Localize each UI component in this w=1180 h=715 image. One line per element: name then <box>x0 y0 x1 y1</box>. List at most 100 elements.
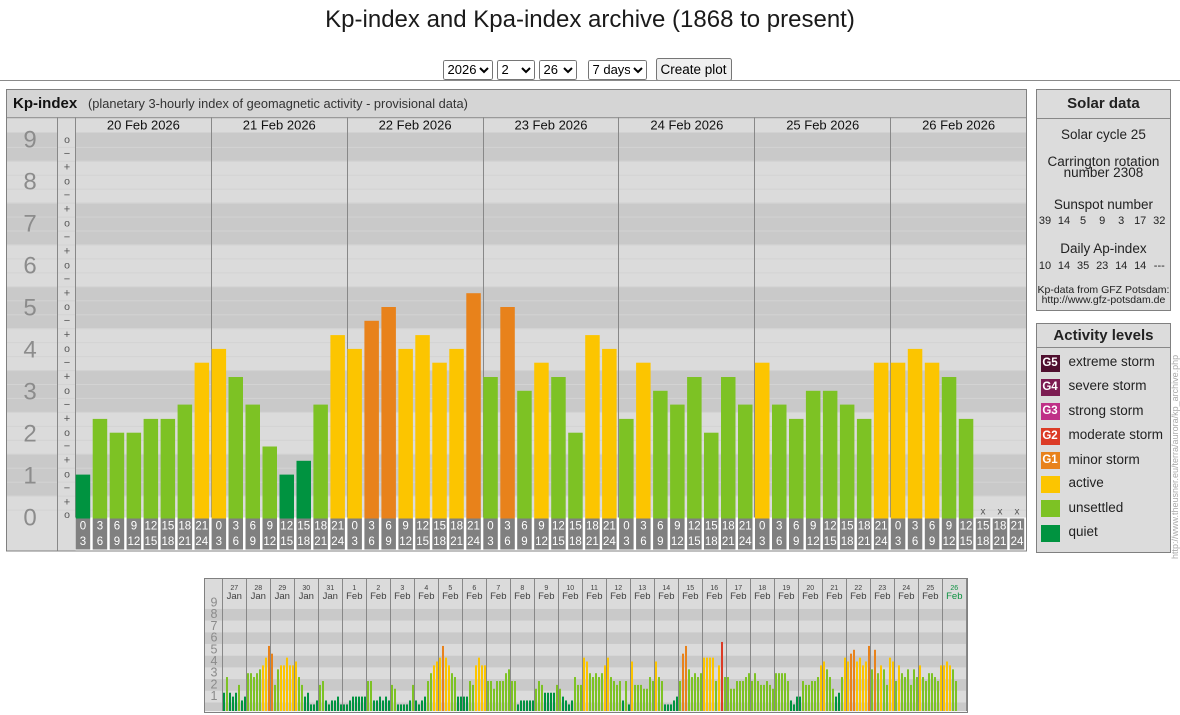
svg-text:x: x <box>981 507 986 518</box>
svg-text:25: 25 <box>926 585 934 592</box>
svg-text:Jan: Jan <box>275 591 290 602</box>
svg-text:15: 15 <box>297 521 310 533</box>
svg-text:24: 24 <box>739 536 752 548</box>
svg-text:15: 15 <box>433 521 446 533</box>
svg-text:21: 21 <box>1011 521 1024 533</box>
svg-text:5: 5 <box>23 295 36 322</box>
svg-text:20: 20 <box>806 585 814 592</box>
svg-text:28: 28 <box>254 585 262 592</box>
svg-text:Feb: Feb <box>586 591 602 602</box>
svg-text:18: 18 <box>314 521 327 533</box>
svg-text:9: 9 <box>131 521 137 533</box>
svg-text:3: 3 <box>23 379 36 406</box>
svg-text:12: 12 <box>399 536 412 548</box>
svg-text:−: − <box>64 357 70 369</box>
svg-text:13: 13 <box>638 585 646 592</box>
svg-text:24: 24 <box>331 536 344 548</box>
svg-text:6: 6 <box>368 536 374 548</box>
svg-text:Feb: Feb <box>514 591 530 602</box>
svg-text:1: 1 <box>352 585 356 592</box>
svg-text:6: 6 <box>233 536 239 548</box>
svg-text:23: 23 <box>878 585 886 592</box>
svg-text:Jan: Jan <box>323 591 338 602</box>
svg-text:3: 3 <box>504 521 510 533</box>
svg-text:0: 0 <box>895 521 901 533</box>
svg-text:7: 7 <box>496 585 500 592</box>
svg-text:15: 15 <box>705 521 718 533</box>
svg-text:Feb: Feb <box>370 591 386 602</box>
svg-text:+: + <box>64 455 70 467</box>
svg-text:Feb: Feb <box>850 591 866 602</box>
svg-text:(planetary 3-hourly index of g: (planetary 3-hourly index of geomagnetic… <box>88 96 468 111</box>
svg-text:o: o <box>64 509 70 521</box>
svg-text:9: 9 <box>402 521 408 533</box>
svg-text:o: o <box>64 385 70 397</box>
svg-text:9: 9 <box>521 536 527 548</box>
svg-text:12: 12 <box>128 536 141 548</box>
svg-text:Jan: Jan <box>299 591 314 602</box>
svg-text:+: + <box>64 287 70 299</box>
svg-text:x: x <box>1015 507 1020 518</box>
svg-text:21: 21 <box>331 521 344 533</box>
svg-text:12: 12 <box>535 536 548 548</box>
svg-text:Kp-index: Kp-index <box>13 95 78 112</box>
svg-text:x: x <box>998 507 1003 518</box>
svg-text:7: 7 <box>211 619 218 633</box>
svg-text:Feb: Feb <box>946 591 962 602</box>
svg-text:15: 15 <box>552 536 565 548</box>
svg-text:0: 0 <box>759 521 765 533</box>
svg-text:9: 9 <box>657 536 663 548</box>
svg-text:Feb: Feb <box>874 591 890 602</box>
svg-text:2: 2 <box>376 585 380 592</box>
svg-text:6: 6 <box>211 631 218 645</box>
svg-text:+: + <box>64 245 70 257</box>
svg-text:12: 12 <box>943 536 956 548</box>
svg-text:8: 8 <box>23 169 36 196</box>
svg-text:2: 2 <box>211 677 218 691</box>
svg-text:6: 6 <box>385 521 391 533</box>
svg-text:9: 9 <box>793 536 799 548</box>
svg-text:18: 18 <box>705 536 718 548</box>
svg-text:9: 9 <box>114 536 120 548</box>
svg-text:0: 0 <box>623 521 629 533</box>
svg-text:4: 4 <box>424 585 428 592</box>
svg-text:8: 8 <box>520 585 524 592</box>
svg-text:21: 21 <box>739 521 752 533</box>
svg-text:3: 3 <box>97 521 103 533</box>
svg-text:1: 1 <box>23 463 36 490</box>
svg-text:o: o <box>64 176 70 188</box>
svg-text:+: + <box>64 162 70 174</box>
svg-text:Feb: Feb <box>442 591 458 602</box>
svg-text:27: 27 <box>230 585 238 592</box>
svg-text:18: 18 <box>722 521 735 533</box>
svg-text:+: + <box>64 371 70 383</box>
svg-text:Feb: Feb <box>754 591 770 602</box>
svg-text:12: 12 <box>552 521 565 533</box>
svg-text:o: o <box>64 427 70 439</box>
svg-text:15: 15 <box>977 521 990 533</box>
svg-text:18: 18 <box>758 585 766 592</box>
svg-text:6: 6 <box>504 536 510 548</box>
svg-text:−: − <box>64 148 70 160</box>
svg-text:26: 26 <box>950 585 958 592</box>
svg-text:0: 0 <box>216 521 222 533</box>
svg-text:0: 0 <box>487 521 493 533</box>
svg-text:24: 24 <box>603 536 616 548</box>
svg-text:4: 4 <box>23 337 36 364</box>
svg-text:21 Feb 2026: 21 Feb 2026 <box>243 118 316 133</box>
svg-text:Feb: Feb <box>898 591 914 602</box>
svg-text:Feb: Feb <box>682 591 698 602</box>
svg-text:21: 21 <box>178 536 191 548</box>
svg-text:9: 9 <box>544 585 548 592</box>
svg-text:Feb: Feb <box>658 591 674 602</box>
svg-text:3: 3 <box>351 536 357 548</box>
svg-text:−: − <box>64 315 70 327</box>
svg-text:18: 18 <box>162 536 175 548</box>
svg-text:−: − <box>64 441 70 453</box>
svg-text:9: 9 <box>267 521 273 533</box>
svg-text:30: 30 <box>302 585 310 592</box>
svg-text:3: 3 <box>640 521 646 533</box>
svg-text:Feb: Feb <box>634 591 650 602</box>
svg-text:26 Feb 2026: 26 Feb 2026 <box>922 118 995 133</box>
svg-text:17: 17 <box>734 585 742 592</box>
